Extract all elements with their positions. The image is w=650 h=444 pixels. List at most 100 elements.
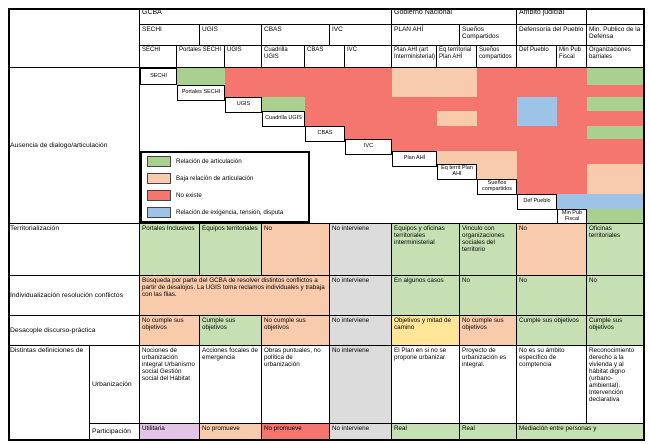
matrix-cell-cbas--min-pub-fiscal (557, 126, 587, 139)
matrix-cell-sechi--plan-ahi-art-interministerial (392, 68, 437, 85)
header-agency-plan-ahi: PLAN AHÍ (392, 25, 460, 46)
header-agency-min-publico-de-la-defensa: Min. Publico de la Defensa (587, 25, 645, 46)
matrix-cell-cuadrilla-ugis--min-pub-fiscal (557, 111, 587, 126)
matrix-cell-cbas--suenos-compartidos (477, 126, 517, 139)
matrix-bottom-line (140, 223, 645, 224)
header-unit-suenos-compartidos: Sueños compartidos (477, 46, 517, 68)
legend-label-baja-articulacion: Baja relación de articulación (176, 175, 254, 182)
matrix-cell-portales-sechi--plan-ahi-art-interministerial (392, 85, 437, 97)
matrix-cell-sechi--def-pueblo (517, 68, 557, 85)
matrix-cell-cuadrilla-ugis--ivc (345, 111, 392, 126)
cell-territorializacion-suenos-compartidos: Vinculo con organizaciones sociales del … (460, 224, 517, 276)
legend-swatch-no-existe (147, 190, 171, 201)
matrix-cell-portales-sechi--ivc (345, 85, 392, 97)
matrix-cell-ugis--suenos-compartidos (477, 97, 517, 111)
matrix-cell-portales-sechi--eq-territorial-plan-ahi (437, 85, 477, 97)
cell-individualizacion-plan-ahi: En algunos casos (392, 276, 460, 316)
cell-desacople-ivc: No interviene (330, 316, 392, 346)
legend-swatch-exigencia (147, 207, 171, 218)
matrix-cell-plan-ahi--min-pub-fiscal (557, 151, 587, 164)
legend-label-articulacion: Relación de articulación (176, 158, 242, 165)
matrix-cell-portales-sechi--cuadrilla-ugis (262, 85, 305, 97)
matrix-row-label-def-pueblo: Def Pueblo (517, 194, 557, 210)
cell-individualizacion-min-publico-de-la-defensa: No (587, 276, 645, 316)
matrix-cell-suenos-compartidos--def-pueblo (517, 179, 557, 194)
matrix-cell-ivc--plan-ahi-art-interministerial (392, 139, 437, 151)
cell-participacion-defensoria-del-pueblo: Mediación entre personas y (517, 424, 645, 441)
matrix-row-label-suenos-compartidos: Sueños compartidos (477, 179, 517, 195)
cell-desacople-plan-ahi: Objetivos y mitad de camino (392, 316, 460, 346)
cell-territorializacion-defensoria-del-pueblo: No (517, 224, 587, 276)
matrix-cell-cbas--eq-territorial-plan-ahi (437, 126, 477, 139)
matrix-row-label-ugis: UGIS (225, 97, 262, 113)
matrix-cell-suenos-compartidos--organizaciones-barriales (587, 179, 645, 194)
row-label-individualizacion: Individualización resolución conflictos (8, 276, 140, 316)
header-group-empty (587, 8, 645, 25)
matrix-row-label-cbas: CBAS (305, 126, 345, 142)
legend-item-baja-articulacion: Baja relación de articulación (147, 173, 303, 184)
matrix-cell-plan-ahi--eq-territorial-plan-ahi (437, 151, 477, 164)
cell-urbanizacion-cbas: Obras puntuales, no política de urbaniza… (262, 346, 330, 424)
row-label-desacople: Desacople discurso-práctica (8, 316, 140, 346)
header-unit-sechi: SECHI (140, 46, 177, 68)
matrix-cell-def-pueblo--organizaciones-barriales (587, 194, 645, 209)
legend-swatch-baja-articulacion (147, 173, 171, 184)
header-agency-ivc: IVC (330, 25, 392, 46)
legend-item-exigencia: Relación de exigencia, tensión, disputa (147, 207, 303, 218)
cell-territorializacion-ivc: No interviene (330, 224, 392, 276)
header-unit-organizaciones-barriales: Organizaciones barriales (587, 46, 645, 68)
row-label-urbanizacion: Urbanización (90, 346, 140, 424)
matrix-cell-sechi--ugis (225, 68, 262, 85)
cell-territorializacion-min-publico-de-la-defensa: Oficinas territoriales (587, 224, 645, 276)
header-group-ambito-judicial: Ambito judicial (517, 8, 587, 25)
cell-territorializacion-cbas: No (262, 224, 330, 276)
header-unit-plan-ahi-art-interministerial: Plan AHÍ (art Interministerial) (392, 46, 437, 68)
legend-swatch-articulacion (147, 156, 171, 167)
cell-desacople-ugis: Cumple sus objetivos (200, 316, 262, 346)
cell-desacople-defensoria-del-pueblo: Cumple sus objetivos (517, 316, 587, 346)
cell-participacion-sechi: Utilitaria (140, 424, 200, 441)
matrix-cell-eq-territ-plan-ahi--organizaciones-barriales (587, 164, 645, 179)
cell-participacion-ivc: No interviene (330, 424, 392, 441)
cell-urbanizacion-sechi: Nociones de urbanización integral Urbani… (140, 346, 200, 424)
header-unit-cbas: CBAS (305, 46, 345, 68)
matrix-cell-cbas--def-pueblo (517, 126, 557, 139)
cell-urbanizacion-ugis: Acciones focales de emergencia (200, 346, 262, 424)
matrix-cell-ugis--eq-territorial-plan-ahi (437, 97, 477, 111)
cell-desacople-min-publico-de-la-defensa: Cumple sus objetivos (587, 316, 645, 346)
header-group-gobierno-nacional: Gobierno Nacional (392, 8, 517, 25)
matrix-row-label-portales-sechi: Portales SECHI (177, 85, 225, 101)
cell-desacople-sechi: No cumple sus objetivos (140, 316, 200, 346)
header-unit-ugis: UGIS (225, 46, 262, 68)
matrix-cell-ivc--eq-territorial-plan-ahi (437, 139, 477, 151)
matrix-cell-cbas--plan-ahi-art-interministerial (392, 126, 437, 139)
matrix-cell-portales-sechi--suenos-compartidos (477, 85, 517, 97)
matrix-cell-def-pueblo--min-pub-fiscal (557, 194, 587, 209)
matrix-cell-plan-ahi--suenos-compartidos (477, 151, 517, 164)
matrix-cell-ugis--min-pub-fiscal (557, 97, 587, 111)
matrix-cell-ugis--def-pueblo (517, 97, 557, 111)
header-group-gcba: GCBA (140, 8, 392, 25)
cell-urbanizacion-plan-ahi: El Plan en si no se propone urbanizar (392, 346, 460, 424)
matrix-cell-portales-sechi--def-pueblo (517, 85, 557, 97)
matrix-cell-sechi--min-pub-fiscal (557, 68, 587, 85)
matrix-cell-plan-ahi--def-pueblo (517, 151, 557, 164)
row-label-distintas-definiciones: Distintas definiciones de (8, 346, 90, 441)
cell-territorializacion-ugis: Equipos territoriales (200, 224, 262, 276)
matrix-row-label-ivc: IVC (345, 139, 392, 155)
cell-urbanizacion-ivc: No interviene (330, 346, 392, 424)
matrix-cell-portales-sechi--cbas (305, 85, 345, 97)
cell-individualizacion-defensoria-del-pueblo: No (517, 276, 587, 316)
header-unit-min-pub-fiscal: Min Pub Fiscal (557, 46, 587, 68)
matrix-row-label-sechi: SECHI (140, 68, 177, 85)
row-label-ausencia-dialogo: Ausencia de dialogo/articulación (8, 68, 140, 224)
matrix-cell-cuadrilla-ugis--cbas (305, 111, 345, 126)
matrix-cell-sechi--cuadrilla-ugis (262, 68, 305, 85)
matrix-cell-cuadrilla-ugis--suenos-compartidos (477, 111, 517, 126)
cell-individualizacion-suenos-compartidos: No (460, 276, 517, 316)
matrix-cell-sechi--suenos-compartidos (477, 68, 517, 85)
legend-item-no-existe: No existe (147, 190, 303, 201)
legend-label-no-existe: No existe (176, 192, 202, 199)
header-unit-def-pueblo: Def Pueblo (517, 46, 557, 68)
matrix-cell-portales-sechi--ugis (225, 85, 262, 97)
